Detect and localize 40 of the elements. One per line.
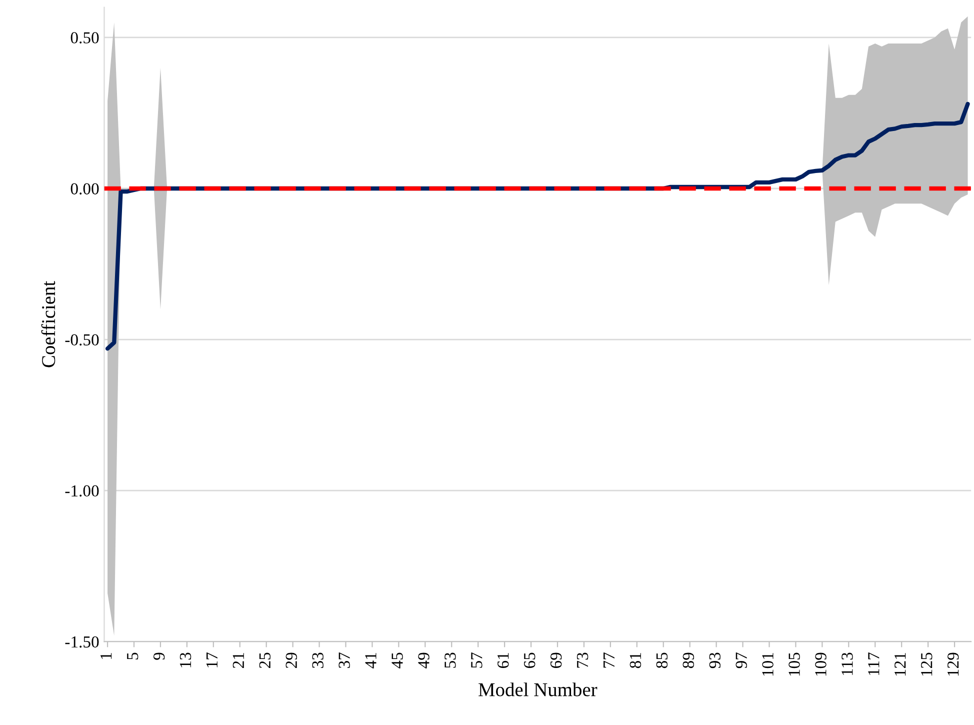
x-tick-label: 45 <box>392 652 403 668</box>
x-tick-label: 1 <box>100 653 112 659</box>
x-tick-label: 53 <box>444 652 456 668</box>
y-tick-label: -1.00 <box>65 485 99 497</box>
y-axis-title: Coefficient <box>41 280 56 368</box>
x-tick-label: 61 <box>498 653 509 668</box>
x-tick-label: 101 <box>762 653 774 676</box>
x-tick-label: 93 <box>709 652 720 668</box>
x-tick-label: 17 <box>206 652 218 668</box>
y-tick-label: 0.50 <box>70 32 99 44</box>
x-tick-label: 125 <box>921 652 932 676</box>
x-tick-label: 41 <box>365 653 376 668</box>
x-tick-label: 5 <box>127 652 138 660</box>
x-tick-label: 25 <box>259 652 271 668</box>
x-tick-label: 89 <box>682 652 694 668</box>
y-tick-label: 0.00 <box>70 183 99 195</box>
x-tick-label: 77 <box>604 652 614 668</box>
x-tick-label: 57 <box>471 652 482 668</box>
x-tick-label: 113 <box>842 652 853 675</box>
x-axis-title: Model Number <box>478 682 598 696</box>
x-tick-label: 49 <box>418 652 430 668</box>
x-tick-label: 97 <box>736 652 747 668</box>
y-tick-label: -1.50 <box>65 636 99 648</box>
x-tick-label: 105 <box>788 652 800 676</box>
x-tick-label: 69 <box>550 652 562 668</box>
x-tick-label: 129 <box>948 652 959 676</box>
x-tick-label: 21 <box>232 653 244 668</box>
x-tick-label: 9 <box>153 652 165 660</box>
x-tick-label: 37 <box>338 652 350 668</box>
x-tick-label: 121 <box>894 653 906 676</box>
x-tick-label: 85 <box>656 652 668 668</box>
x-tick-label: 29 <box>286 652 297 668</box>
x-tick-label: 73 <box>576 652 588 668</box>
x-tick-label: 65 <box>524 652 536 668</box>
x-tick-label: 117 <box>868 652 880 675</box>
x-tick-label: 33 <box>312 652 324 668</box>
y-tick-label: -0.50 <box>65 334 99 346</box>
x-tick-label: 13 <box>180 652 192 668</box>
x-tick-label: 81 <box>630 653 642 668</box>
x-tick-label: 109 <box>815 652 826 676</box>
